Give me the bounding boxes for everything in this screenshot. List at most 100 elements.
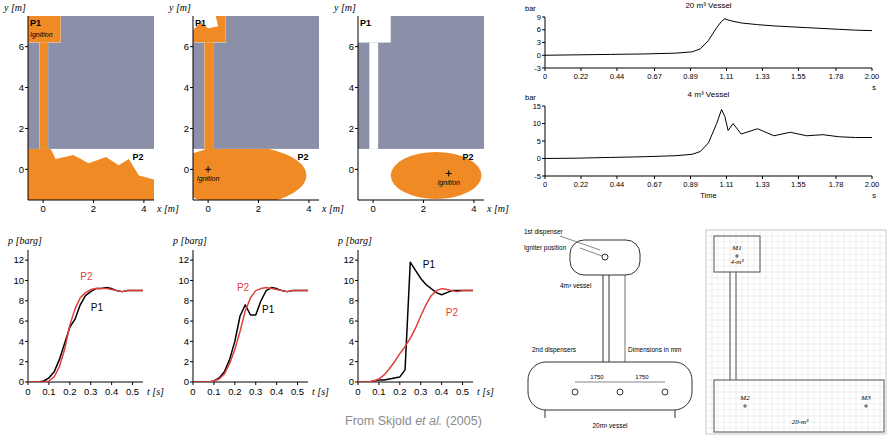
y-tick (190, 300, 193, 301)
x-tick-label: 0.89 (683, 72, 698, 81)
x-axis-title: Time (700, 191, 716, 200)
chart: 4 m³ Vessel-505101500.220.440.670.891.11… (525, 90, 879, 200)
y-tick (190, 280, 193, 281)
y-tick (190, 46, 193, 47)
y-tick (355, 87, 358, 88)
x-tick-label: 0.22 (574, 180, 589, 189)
burnt-region (170, 146, 306, 205)
y-tick-label: 2 (349, 356, 354, 367)
x-tick-label: 2 (91, 203, 96, 214)
region-label: P2 (133, 152, 144, 162)
x-tick-label: 0.2 (63, 386, 76, 397)
series-line (545, 19, 872, 56)
y-tick (542, 123, 545, 124)
x-axis-title: t [s] (147, 386, 164, 397)
y-tick-label: 6 (19, 315, 24, 326)
y-tick (542, 55, 545, 56)
x-tick-label: 0 (190, 386, 195, 397)
region-label: P1 (360, 18, 371, 28)
grid-line (706, 392, 886, 393)
drawing-label: 1750 (635, 374, 649, 380)
y-tick-label: 2 (184, 123, 189, 134)
x-tick-label: 0.5 (291, 386, 304, 397)
series-line (358, 289, 473, 382)
y-tick (25, 128, 28, 129)
y-tick-label: 12 (13, 254, 24, 265)
ignition-marker (208, 166, 209, 172)
y-tick-label: 5 (537, 137, 541, 146)
monitor-point (737, 254, 738, 258)
y-tick (542, 141, 545, 142)
x-tick-label: 0.44 (610, 72, 625, 81)
series-label: P1 (91, 302, 104, 313)
grid-line (706, 374, 886, 375)
flame (170, 16, 306, 205)
region-label: P2 (298, 152, 309, 162)
series-line (193, 288, 308, 382)
drawing-label: Igniter position (524, 244, 567, 252)
chart: 20 m³ Vessel-3036900.220.440.670.891.111… (525, 1, 879, 92)
vessel (358, 149, 484, 200)
region-label: P1 (30, 18, 41, 28)
grid-line (706, 320, 886, 321)
x-axis (358, 382, 473, 383)
y-tick (190, 361, 193, 362)
y-axis-title: bar (525, 93, 536, 102)
ignition-label: Ignition (197, 175, 220, 183)
grid-line (706, 326, 886, 327)
grid-line (706, 416, 886, 417)
y-tick (542, 158, 545, 159)
series-label: P2 (446, 307, 459, 318)
caption: From Skjold et al. (2005) (345, 414, 482, 428)
leader (580, 248, 602, 256)
x-tick-label: 1.78 (829, 180, 844, 189)
x-tick-label: 2.00 (865, 72, 880, 81)
diagram: 0246024y [m]x [m]P1P2Ignition (3, 2, 179, 214)
vessel (28, 16, 61, 43)
caption-year: (2005) (442, 414, 482, 428)
x-axis-unit: s (872, 83, 876, 92)
y-tick (355, 280, 358, 281)
grid-line (706, 290, 886, 291)
x-axis (545, 176, 872, 177)
y-tick (355, 300, 358, 301)
y-tick-label: 10 (533, 119, 541, 128)
dispenser (662, 389, 668, 395)
monitor-point (745, 404, 746, 408)
grid-line (706, 284, 886, 285)
grid-line (706, 350, 886, 351)
vessel (28, 149, 154, 200)
y-tick (25, 361, 28, 362)
drawing-label: 1750 (590, 374, 604, 380)
y-tick (542, 17, 545, 18)
drawing-label: 20m³ vessel (592, 422, 628, 429)
series-line (358, 262, 473, 382)
y-tick-label: 4 (349, 82, 354, 93)
pipe (609, 275, 610, 362)
y-axis-title: p [barg] (172, 235, 207, 246)
igniter (602, 254, 608, 260)
figure: 02468101200.10.20.30.40.5p [barg]t [s]P1… (0, 0, 889, 437)
grid-line (706, 368, 886, 369)
grid-line (706, 314, 886, 315)
y-tick-label: 4 (349, 336, 354, 347)
chart-title: 4 m³ Vessel (688, 90, 730, 99)
x-tick-label: 0.1 (207, 386, 220, 397)
diagram: 0246024y [m]x [m]P1P2Ignition (333, 2, 509, 214)
y-axis (193, 16, 194, 200)
ignition-marker (448, 170, 449, 176)
model-small-vessel (714, 236, 760, 272)
model-label: 4-m³ (731, 258, 745, 266)
x-tick-label: 0 (205, 203, 210, 214)
monitor-point (866, 404, 867, 408)
x-tick-label: 1.55 (791, 72, 806, 81)
solid-region (28, 16, 154, 200)
drawing-label: 4m³ vessel (560, 282, 592, 289)
series-label: P1 (423, 259, 436, 270)
y-tick (190, 260, 193, 261)
x-tick-label: 0 (355, 386, 360, 397)
chart: 02468101200.10.20.30.40.5p [barg]t [s]P1… (337, 235, 494, 397)
y-tick-label: 0 (184, 376, 189, 387)
chart: 02468101200.10.20.30.40.5p [barg]t [s]P1… (7, 235, 164, 397)
y-axis-title: bar (525, 4, 536, 13)
